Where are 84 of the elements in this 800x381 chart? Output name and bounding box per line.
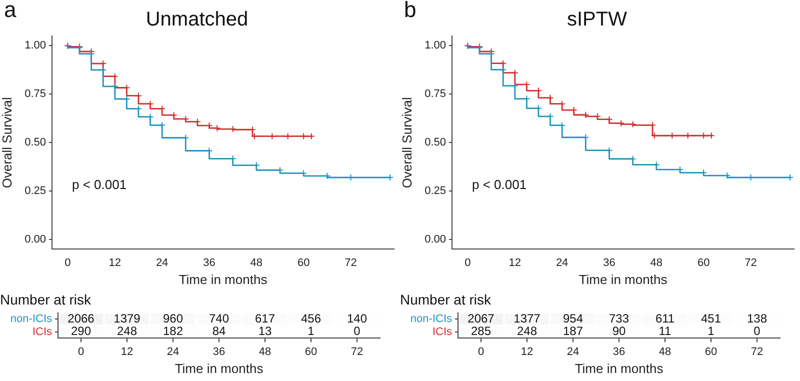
- data-label: 1: [708, 324, 715, 338]
- y-tick-label: 0.00: [24, 234, 46, 246]
- y-tick-label: 0.25: [424, 185, 446, 198]
- x-tick-label: 60: [304, 346, 318, 358]
- chart-title: sIPTW: [567, 8, 628, 31]
- x-tick-label: 0: [464, 256, 471, 269]
- data-label: 2066: [68, 311, 95, 326]
- x-tick-label: 60: [704, 346, 718, 358]
- x-axis-title: Time in months: [174, 360, 264, 376]
- data-label: 1377: [514, 311, 541, 326]
- chart-title: Unmatched: [146, 8, 248, 31]
- x-tick-label: 48: [258, 346, 272, 358]
- data-label: 290: [70, 324, 92, 338]
- data-label: 248: [116, 324, 138, 338]
- x-tick-label: 12: [508, 256, 522, 269]
- x-axis-title: Time in months: [178, 272, 268, 287]
- y-tick-label: 0.25: [24, 185, 46, 198]
- data-label: 0: [354, 324, 361, 338]
- x-tick-label: 48: [650, 256, 663, 269]
- x-tick-label: 24: [156, 256, 168, 269]
- data-label: 2067: [468, 311, 495, 326]
- chart-title: Number at risk: [0, 291, 92, 308]
- y-tick-label: 0.00: [424, 234, 446, 246]
- y-tick-label: 0.50: [24, 136, 46, 149]
- data-label: 451: [700, 311, 722, 326]
- data-label: 285: [470, 324, 492, 338]
- x-tick-label: 36: [612, 346, 626, 358]
- y-tick-label: 0.50: [424, 136, 446, 149]
- x-tick-label: 24: [556, 256, 568, 269]
- x-tick-label: 12: [520, 346, 534, 358]
- x-tick-label: 36: [603, 256, 616, 269]
- x-axis-title: Time in months: [578, 272, 668, 287]
- x-tick-label: 12: [108, 256, 122, 269]
- data-label: 960: [162, 311, 184, 326]
- x-tick-label: 0: [478, 346, 484, 358]
- data-label: 90: [612, 324, 626, 338]
- y-tick-label: ICIs: [32, 326, 52, 338]
- x-tick-label: 24: [566, 346, 580, 358]
- x-tick-label: 0: [78, 346, 84, 358]
- data-label: 740: [208, 311, 230, 326]
- data-label: 248: [516, 324, 538, 338]
- data-label: 0: [754, 324, 761, 338]
- data-label: 954: [562, 311, 584, 326]
- data-label: 182: [162, 324, 184, 338]
- x-tick-label: 72: [344, 256, 357, 269]
- data-label: 456: [300, 311, 322, 326]
- text: b: [404, 0, 416, 22]
- x-tick-label: 72: [744, 256, 757, 269]
- y-tick-label: 1.00: [424, 40, 446, 52]
- x-tick-label: 0: [64, 256, 71, 269]
- data-label: 617: [254, 311, 276, 326]
- y-axis-title: Overall Survival: [0, 96, 14, 188]
- annotation: p < 0.001: [72, 176, 127, 192]
- data-label: 11: [658, 324, 672, 338]
- text: a: [4, 0, 17, 22]
- y-tick-label: 0.75: [24, 88, 46, 100]
- x-tick-label: 60: [697, 256, 710, 269]
- data-label: 187: [562, 324, 584, 338]
- y-tick-label: non-ICIs: [410, 313, 452, 326]
- x-tick-label: 12: [120, 346, 134, 358]
- data-label: 138: [746, 311, 768, 326]
- x-tick-label: 60: [297, 256, 310, 269]
- x-tick-label: 24: [166, 346, 180, 358]
- y-tick-label: 1.00: [24, 40, 46, 52]
- x-tick-label: 36: [203, 256, 216, 269]
- data-label: 1: [308, 324, 315, 338]
- x-tick-label: 36: [212, 346, 226, 358]
- data-label: 140: [346, 311, 368, 326]
- data-label: 1379: [114, 311, 141, 326]
- y-tick-label: 0.75: [424, 88, 446, 100]
- y-axis-title: Overall Survival: [399, 96, 414, 188]
- x-tick-label: 72: [350, 346, 364, 358]
- annotation: p < 0.001: [472, 176, 527, 192]
- x-tick-label: 48: [658, 346, 672, 358]
- y-tick-label: non-ICIs: [10, 313, 52, 326]
- x-axis-title: Time in months: [574, 360, 664, 376]
- x-tick-label: 72: [750, 346, 764, 358]
- data-label: 733: [608, 311, 630, 326]
- y-tick-label: ICIs: [432, 326, 452, 338]
- x-tick-label: 48: [250, 256, 263, 269]
- data-label: 611: [655, 311, 675, 326]
- data-label: 13: [258, 324, 272, 338]
- data-label: 84: [212, 324, 226, 338]
- chart-title: Number at risk: [400, 291, 492, 308]
